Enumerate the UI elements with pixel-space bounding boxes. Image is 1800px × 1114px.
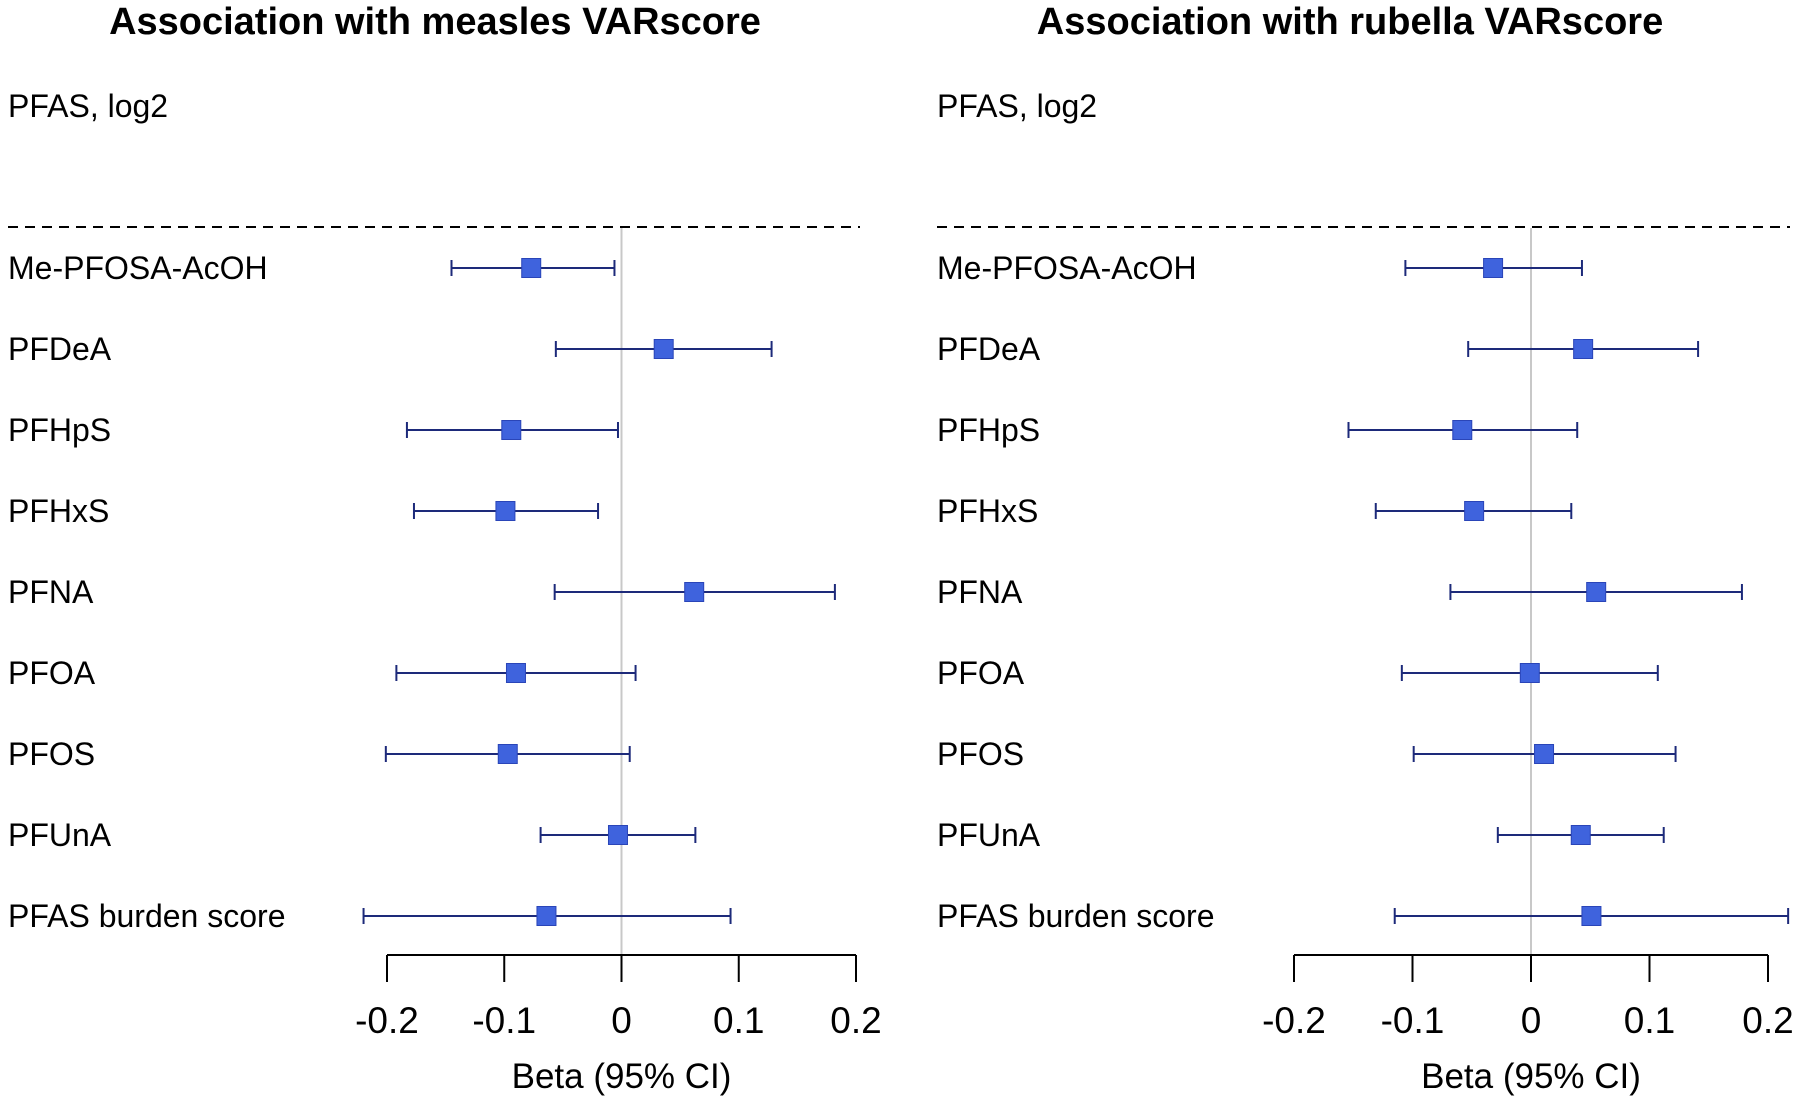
forest-row: Me-PFOSA-AcOH	[937, 250, 1583, 286]
forest-row: PFOS	[8, 736, 631, 772]
row-label: PFHxS	[937, 493, 1038, 529]
forest-row: PFDeA	[937, 331, 1700, 367]
point-estimate-marker	[684, 582, 705, 602]
point-estimate-marker	[505, 663, 526, 683]
row-label: PFOS	[937, 736, 1024, 772]
x-axis: -0.2 -0.1 0 0.1 0.2 Beta (95% CI)	[1262, 954, 1794, 1096]
row-label: Me-PFOSA-AcOH	[937, 250, 1197, 286]
point-estimate-marker	[1519, 663, 1540, 683]
forest-row: PFHxS	[8, 493, 600, 529]
row-label: PFUnA	[8, 817, 112, 853]
x-tick-label: 0.2	[830, 1000, 881, 1041]
point-estimate-marker	[1464, 501, 1485, 521]
x-tick-label: 0	[1521, 1000, 1542, 1041]
point-estimate-marker	[653, 339, 674, 359]
point-estimate-marker	[1570, 825, 1591, 845]
forest-row: PFHxS	[937, 493, 1573, 529]
point-estimate-marker	[1534, 744, 1555, 764]
chart-title: Association with rubella VARscore	[1037, 1, 1663, 43]
row-label: PFHxS	[8, 493, 109, 529]
panel-measles: Association with measles VARscore PFAS, l…	[8, 1, 882, 1096]
point-estimate-marker	[536, 906, 557, 926]
x-tick-label: 0.1	[1624, 1000, 1675, 1041]
forest-row: PFHpS	[8, 412, 619, 448]
x-axis-title: Beta (95% CI)	[1421, 1057, 1641, 1096]
forest-row: PFDeA	[8, 331, 773, 367]
point-estimate-marker	[495, 501, 516, 521]
x-tick-label: -0.2	[355, 1000, 419, 1041]
point-estimate-marker	[1573, 339, 1594, 359]
row-label: PFOS	[8, 736, 95, 772]
subtitle-label: PFAS, log2	[8, 88, 168, 124]
forest-row: PFOS	[937, 736, 1677, 772]
point-estimate-marker	[521, 258, 542, 278]
forest-row: PFHpS	[937, 412, 1579, 448]
x-tick-label: 0	[611, 1000, 632, 1041]
forest-row: PFOA	[937, 655, 1659, 691]
forest-row: PFUnA	[937, 817, 1665, 853]
subtitle-label: PFAS, log2	[937, 88, 1097, 124]
row-label: PFNA	[8, 574, 94, 610]
x-tick-label: -0.1	[1381, 1000, 1445, 1041]
x-tick-label: 0.2	[1742, 1000, 1793, 1041]
point-estimate-marker	[1586, 582, 1607, 602]
point-estimate-marker	[607, 825, 628, 845]
chart-title: Association with measles VARscore	[109, 1, 761, 43]
row-label: Me-PFOSA-AcOH	[8, 250, 268, 286]
forest-row: PFOA	[8, 655, 637, 691]
x-tick-label: -0.1	[472, 1000, 536, 1041]
row-label: PFUnA	[937, 817, 1041, 853]
point-estimate-marker	[1483, 258, 1504, 278]
x-tick-label: 0.1	[713, 1000, 764, 1041]
row-label: PFDeA	[8, 331, 112, 367]
row-label: PFNA	[937, 574, 1023, 610]
row-label: PFAS burden score	[937, 898, 1214, 934]
row-label: PFOA	[937, 655, 1025, 691]
row-label: PFDeA	[937, 331, 1041, 367]
x-tick-label: -0.2	[1262, 1000, 1326, 1041]
forest-row: PFUnA	[8, 817, 697, 853]
point-estimate-marker	[1581, 906, 1602, 926]
x-axis-title: Beta (95% CI)	[512, 1057, 732, 1096]
row-label: PFHpS	[937, 412, 1040, 448]
forest-row: PFAS burden score	[937, 898, 1790, 934]
point-estimate-marker	[501, 420, 522, 440]
panel-rubella: Association with rubella VARscore PFAS, l…	[937, 1, 1794, 1096]
row-label: PFOA	[8, 655, 96, 691]
row-label: PFAS burden score	[8, 898, 285, 934]
x-axis: -0.2 -0.1 0 0.1 0.2 Beta (95% CI)	[355, 954, 882, 1096]
forest-row: PFNA	[937, 574, 1743, 610]
forest-row: Me-PFOSA-AcOH	[8, 250, 616, 286]
forest-row: PFAS burden score	[8, 898, 732, 934]
row-label: PFHpS	[8, 412, 111, 448]
forest-row: PFNA	[8, 574, 836, 610]
point-estimate-marker	[1452, 420, 1473, 440]
point-estimate-marker	[497, 744, 518, 764]
